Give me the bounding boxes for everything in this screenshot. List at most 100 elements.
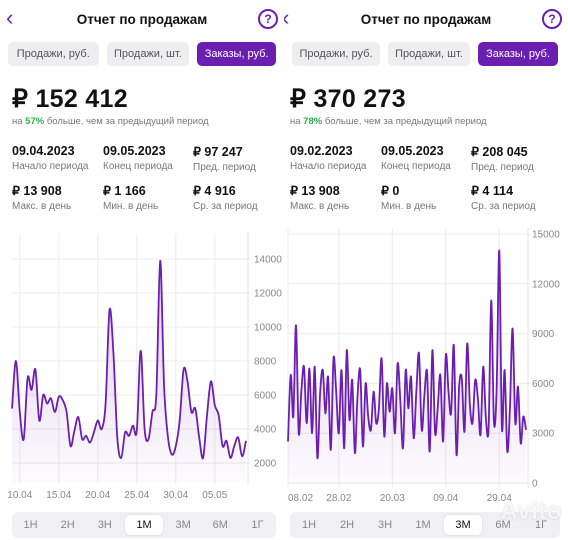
period-1y[interactable]: 1Г [534,519,548,531]
watermark-logo: Avito [500,498,562,525]
stat-label: Ср. за период [471,201,536,212]
stat-value: ₽ 13 908 [290,184,340,198]
y-tick-label: 15000 [532,230,560,241]
stat-value: 09.05.2023 [103,144,166,158]
x-tick-label: 29.04 [487,493,512,504]
period-3m[interactable]: 3М [444,515,482,535]
stat-period-end: 09.05.2023 Конец периода [103,144,198,172]
orders-chart-3m[interactable]: 0 3000 6000 9000 12000 15000 08.02 28.02 20.03 09… [284,228,568,508]
stat-value: 09.05.2023 [381,144,444,158]
stat-value: 09.02.2023 [290,144,353,158]
period-6m[interactable]: 6М [495,519,511,531]
tab-sales-rub[interactable]: Продажи, руб. [8,42,99,66]
y-tick-label: 3000 [532,429,555,440]
period-selector: 1Н 2Н 3Н 1М 3М 6М 1Г [12,512,276,538]
question-circle-icon[interactable]: ? [258,9,278,29]
stat-average: ₽ 4 114 Ср. за период [471,183,566,212]
tab-orders-rub[interactable]: Заказы, руб. [197,42,276,66]
tab-orders-rub[interactable]: Заказы, руб. [478,42,558,66]
chevron-left-icon[interactable]: ‹ [6,5,14,30]
question-circle-icon[interactable]: ? [542,9,562,29]
stat-value: ₽ 13 908 [12,184,62,198]
period-1m[interactable]: 1М [415,519,431,531]
period-1m[interactable]: 1М [125,515,163,535]
chart-svg: 2000 4000 6000 8000 10000 12000 14000 10.04 15.0… [7,232,282,501]
stat-min-per-day: ₽ 1 166 Мин. в день [103,183,198,212]
comparison-suffix: больше, чем за предыдущий период [322,116,487,127]
stat-label: Начало периода [290,161,367,172]
stat-label: Мин. в день [381,201,437,212]
total-value: ₽ 370 273 [290,85,406,113]
stat-label: Макс. в день [290,201,350,212]
stat-min-per-day: ₽ 0 Мин. в день [381,183,476,212]
stat-period-end: 09.05.2023 Конец периода [381,144,476,172]
stats-grid: 09.04.2023 Начало периода 09.05.2023 Кон… [12,144,278,216]
total-value: ₽ 152 412 [12,85,128,113]
x-tick-label: 15.04 [46,490,71,501]
stat-value: ₽ 0 [381,184,400,198]
chevron-left-icon[interactable]: ‹ [284,7,298,30]
tab-sales-rub[interactable]: Продажи, руб. [292,42,380,66]
stat-label: Макс. в день [12,201,72,212]
tab-sales-pcs[interactable]: Продажи, шт. [106,42,190,66]
stat-value: ₽ 4 916 [193,184,236,198]
stat-label: Пред. период [471,162,534,173]
period-3m[interactable]: 3М [175,519,191,531]
orders-chart-1m[interactable]: 2000 4000 6000 8000 10000 12000 14000 10.04 15.0… [0,228,284,508]
sales-report-panel-1m: ‹ Отчет по продажам ? Продажи, руб. Прод… [0,5,284,538]
y-tick-label: 0 [532,479,538,490]
y-tick-label: 14000 [254,255,282,266]
stats-grid: 09.02.2023 Начало периода 09.05.2023 Кон… [290,144,562,216]
stat-label: Ср. за период [193,201,258,212]
stat-value: ₽ 208 045 [471,145,528,159]
period-3w[interactable]: 3Н [97,519,112,531]
metric-tabs: Продажи, руб. Продажи, шт. Заказы, руб. [292,42,560,66]
x-tick-label: 05.05 [202,490,227,501]
period-3w[interactable]: 3Н [377,519,393,531]
y-tick-label: 9000 [532,329,555,340]
period-6m[interactable]: 6М [212,519,228,531]
y-tick-label: 10000 [254,323,282,334]
stat-period-start: 09.04.2023 Начало периода [12,144,107,172]
stat-label: Конец периода [103,161,173,172]
stat-previous-period: ₽ 97 247 Пред. период [193,144,284,173]
stat-value: 09.04.2023 [12,144,75,158]
series-line[interactable] [11,259,247,460]
period-selector: 1Н 2Н 3Н 1М 3М 6М 1Г [290,512,560,538]
sales-report-panel-3m: ‹ Отчет по продажам ? Продажи, руб. Прод… [284,0,568,540]
x-tick-label: 08.02 [288,493,313,504]
comparison-percent: 78% [303,116,323,127]
period-1w[interactable]: 1Н [301,519,317,531]
y-tick-label: 6000 [254,391,277,402]
tab-sales-pcs[interactable]: Продажи, шт. [388,42,470,66]
x-tick-label: 28.02 [326,493,351,504]
stat-label: Пред. период [193,162,256,173]
period-1y[interactable]: 1Г [251,519,264,531]
comparison-suffix: больше, чем за предыдущий период [44,116,209,127]
stat-value: ₽ 4 114 [471,184,514,198]
y-tick-label: 6000 [532,379,555,390]
chart-svg: 0 3000 6000 9000 12000 15000 08.02 28.02 20.03 09… [287,228,560,504]
period-1w[interactable]: 1Н [23,519,38,531]
stat-average: ₽ 4 916 Ср. за период [193,183,284,212]
stat-value: ₽ 1 166 [103,184,146,198]
x-tick-label: 20.03 [380,493,405,504]
stat-max-per-day: ₽ 13 908 Макс. в день [12,183,107,212]
stat-label: Мин. в день [103,201,159,212]
series-line[interactable] [287,249,527,460]
comparison-text: на 57% больше, чем за предыдущий период [12,116,209,127]
series-area [12,260,246,482]
y-tick-label: 12000 [254,289,282,300]
page-title: Отчет по продажам [360,12,492,27]
y-tick-label: 4000 [254,425,277,436]
x-tick-label: 30.04 [163,490,188,501]
stat-previous-period: ₽ 208 045 Пред. период [471,144,566,173]
period-2w[interactable]: 2Н [339,519,355,531]
series-area [288,250,526,485]
header: ‹ Отчет по продажам ? [284,6,568,32]
page-title: Отчет по продажам [76,12,208,27]
comparison-prefix: на [290,116,304,127]
metric-tabs: Продажи, руб. Продажи, шт. Заказы, руб. [8,42,276,66]
comparison-percent: 57% [25,116,45,127]
period-2w[interactable]: 2Н [60,519,75,531]
